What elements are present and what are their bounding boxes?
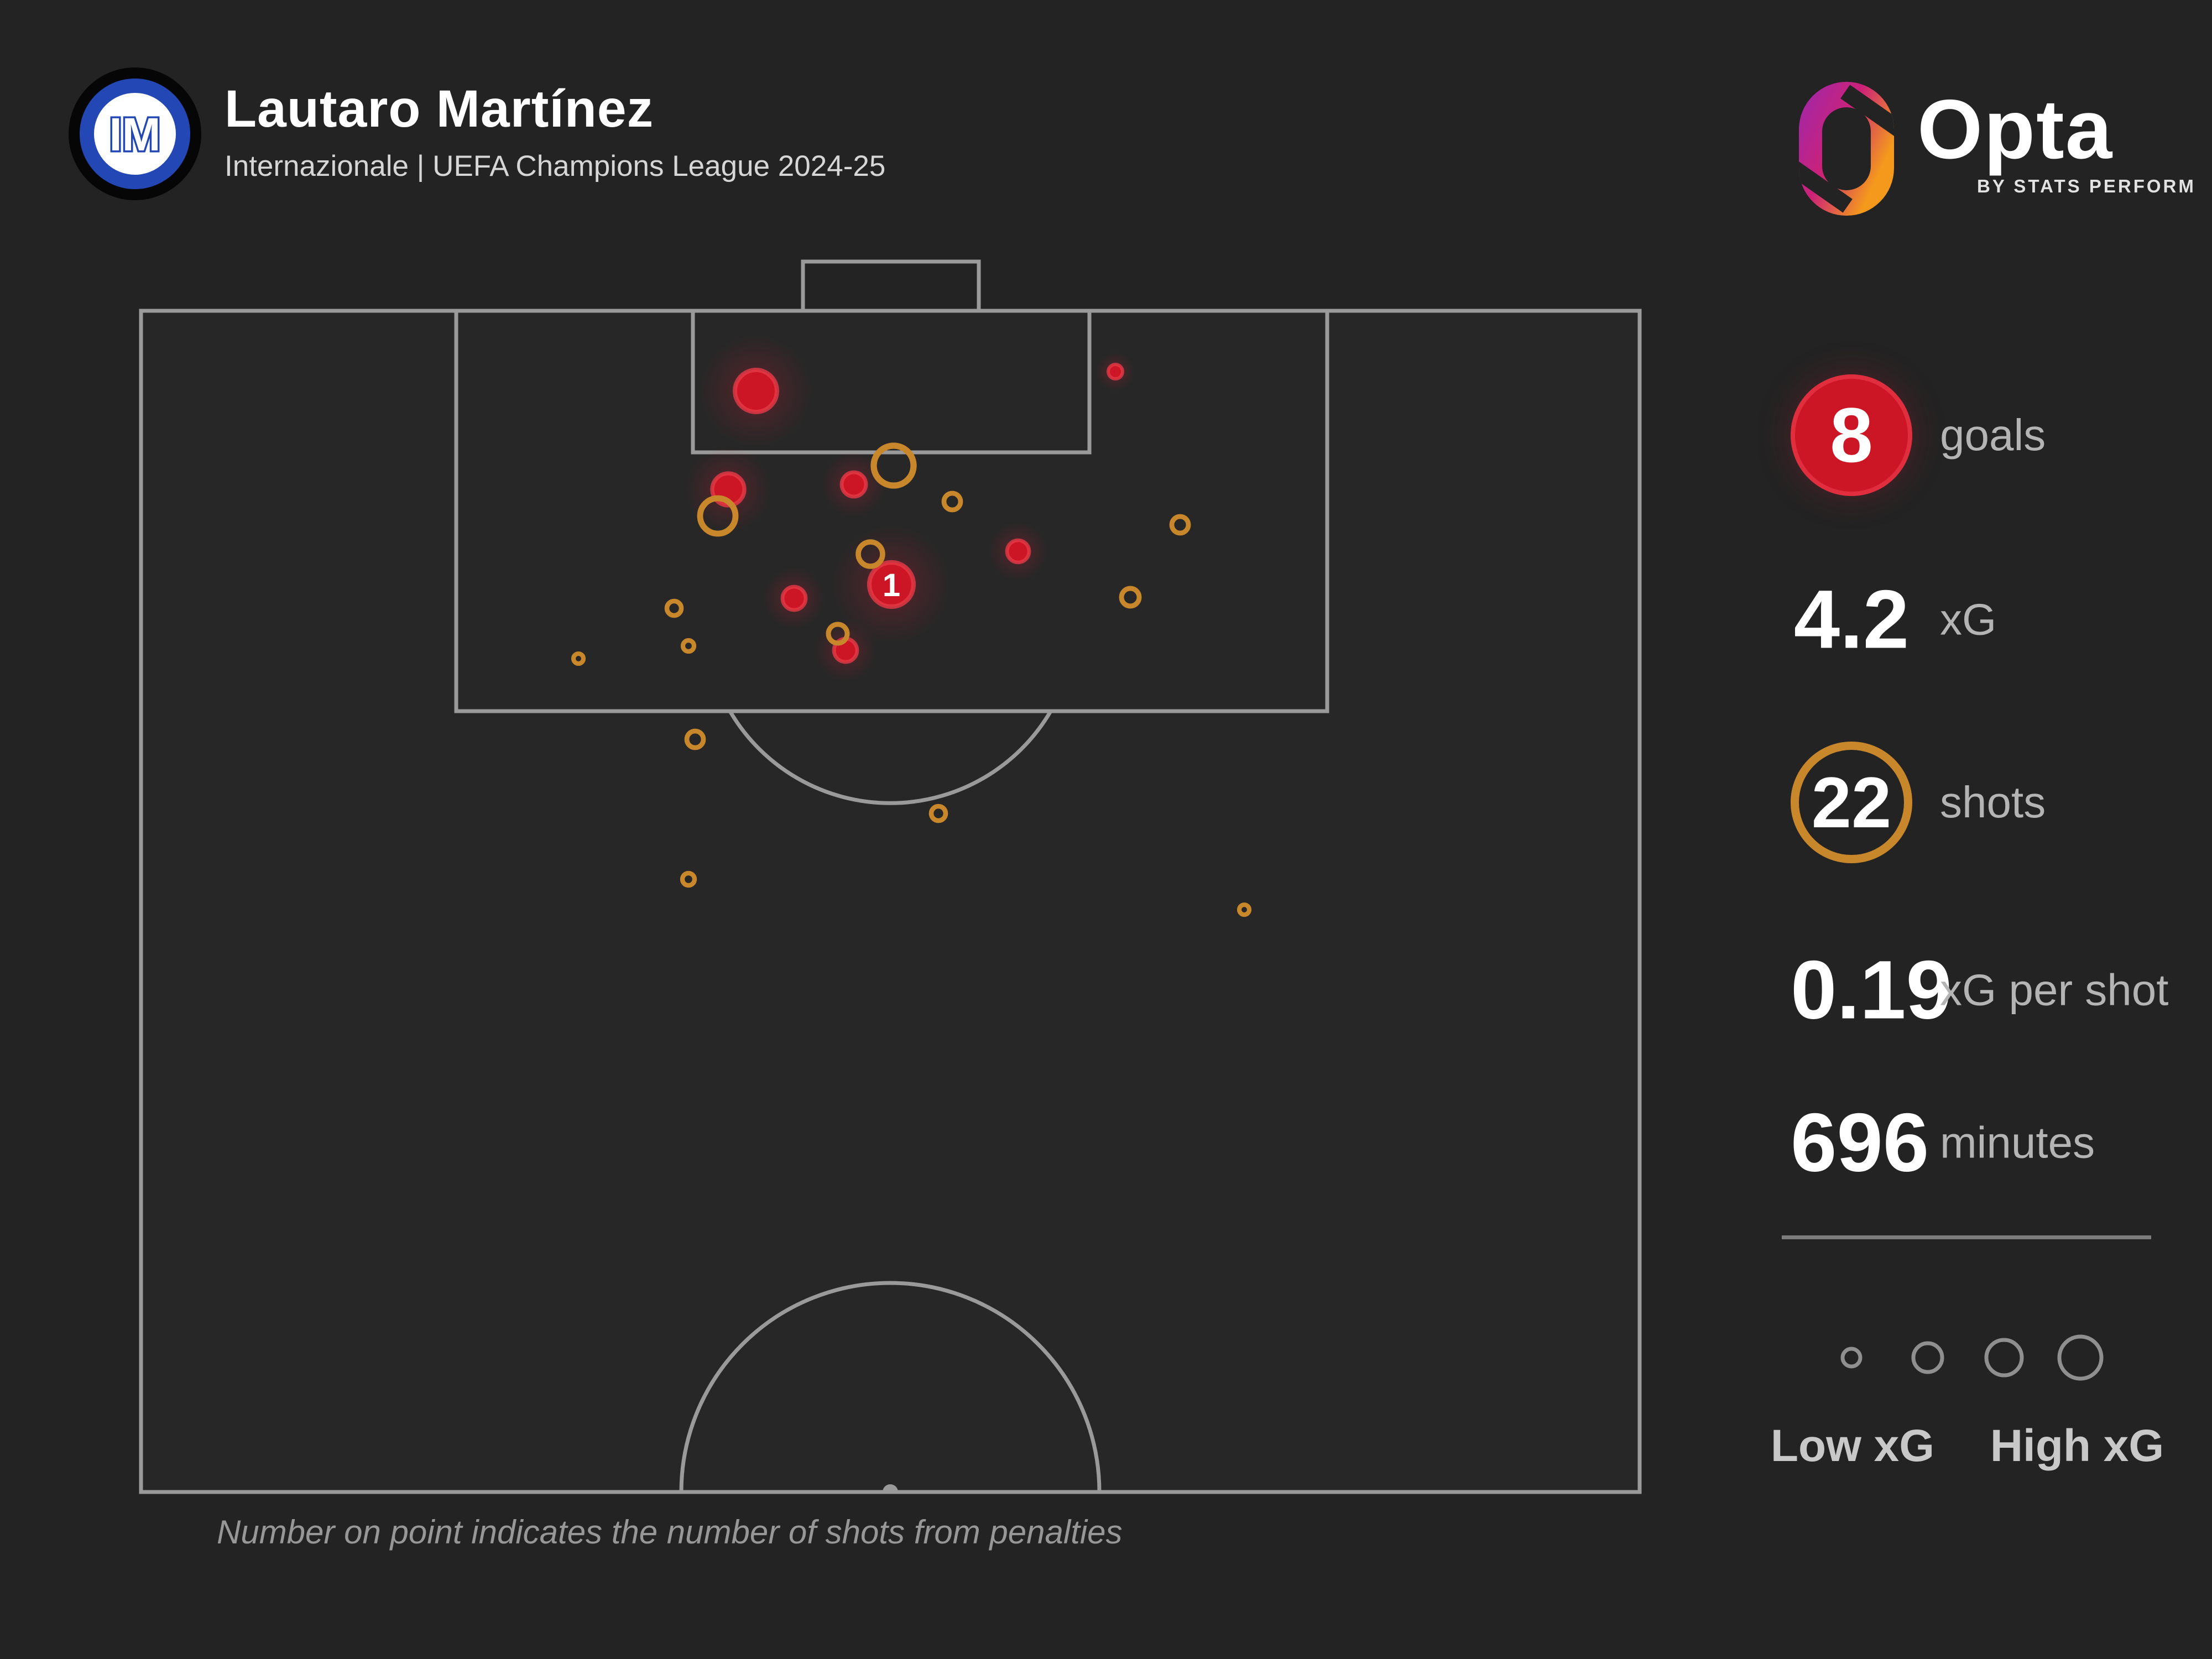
page-subtitle: Internazionale | UEFA Champions League 2…: [225, 149, 886, 182]
shots-marker-badge: 22: [1791, 742, 1912, 863]
legend-divider: [1782, 1235, 2151, 1239]
minutes-label: minutes: [1940, 1118, 2095, 1167]
legend-rings: [1840, 1334, 2104, 1381]
centre-circle: [679, 1281, 1102, 1493]
legend-high-label: High xG: [1990, 1421, 2164, 1471]
svg-text:IM: IM: [109, 108, 160, 160]
xg-size-legend: [1791, 1305, 2145, 1413]
stat-minutes: 696 minutes: [1791, 1095, 2095, 1191]
header: Lautaro Martínez Internazionale | UEFA C…: [225, 80, 886, 183]
opta-logo: Opta BY STATS PERFORM: [1799, 82, 2196, 216]
opta-badge-icon: [1799, 82, 1894, 216]
opta-wordmark: Opta BY STATS PERFORM: [1917, 82, 2196, 197]
xg-per-shot-value: 0.19: [1791, 943, 1952, 1036]
shots-value: 22: [1811, 762, 1892, 843]
stat-xg-per-shot: 0.19 xG per shot: [1791, 942, 2169, 1038]
inter-crest-icon: IM: [69, 67, 201, 200]
goal-box: [801, 259, 981, 313]
stat-xg: 4.2 xG: [1791, 572, 1997, 667]
page-title: Lautaro Martínez: [225, 80, 654, 138]
shot-markers: 1: [571, 334, 1252, 917]
opta-name: Opta: [1917, 82, 2114, 176]
legend-low-label: Low xG: [1770, 1421, 1935, 1471]
goals-value: 8: [1830, 392, 1873, 478]
goals-label: goals: [1940, 410, 2046, 460]
inter-club-logo: IM: [67, 66, 202, 201]
xg-value: 4.2: [1793, 572, 1910, 666]
goals-marker-badge: 8: [1791, 374, 1912, 496]
penalty-area: [454, 309, 1329, 713]
stat-goals: 8 goals: [1791, 374, 2046, 496]
pitch-boundary: [139, 309, 1642, 1494]
opta-byline: BY STATS PERFORM: [1977, 176, 2196, 196]
xg-label: xG: [1940, 594, 1997, 644]
xg-per-shot-label: xG per shot: [1940, 965, 2169, 1014]
penalty-footnote: Number on point indicates the number of …: [217, 1514, 1123, 1551]
centre-spot: [883, 1484, 898, 1492]
minutes-value: 696: [1791, 1095, 1929, 1189]
penalty-arc: [728, 710, 1053, 805]
shots-label: shots: [1940, 778, 2046, 827]
stat-shots: 22 shots: [1791, 742, 2046, 863]
svg-text:1: 1: [883, 567, 900, 603]
pitch-lines: [139, 259, 1642, 1494]
